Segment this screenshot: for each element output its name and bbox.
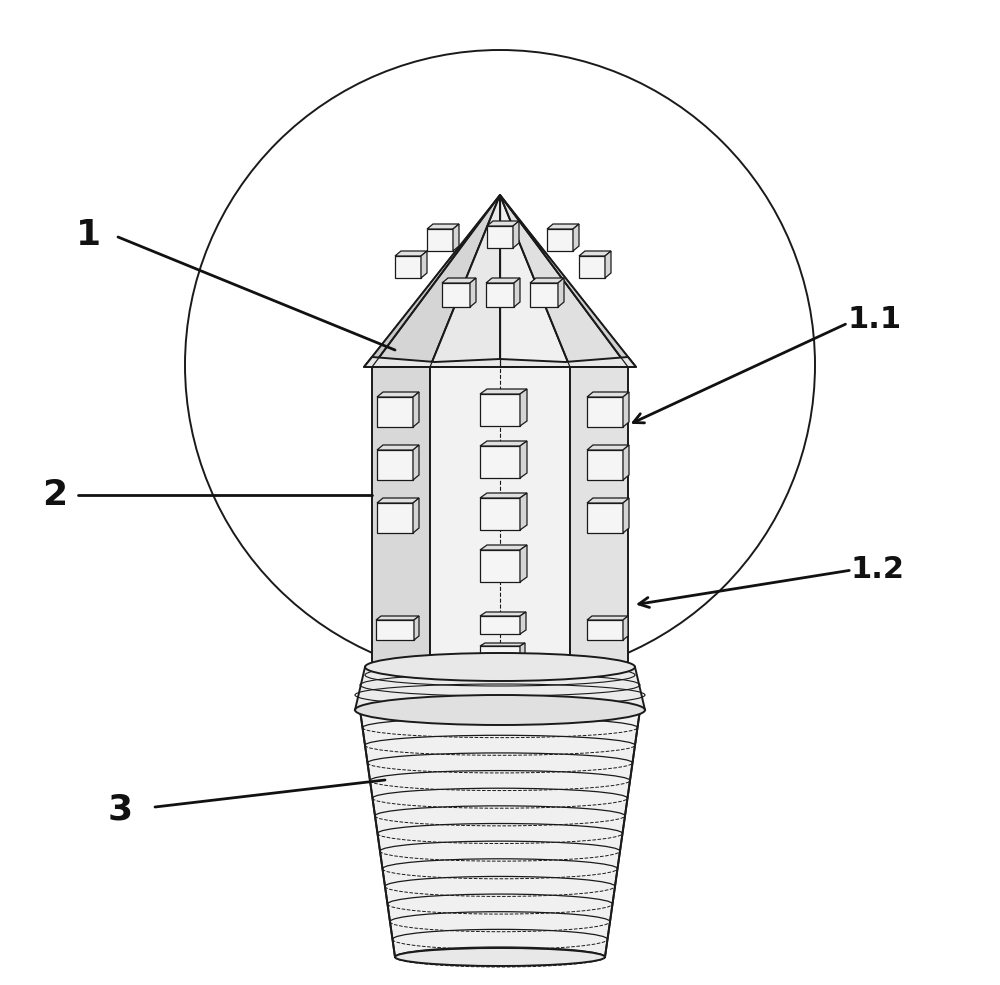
Polygon shape xyxy=(430,195,500,367)
Polygon shape xyxy=(377,392,419,397)
Polygon shape xyxy=(372,195,500,367)
Polygon shape xyxy=(500,195,636,367)
Polygon shape xyxy=(587,616,628,620)
Polygon shape xyxy=(480,550,520,582)
Polygon shape xyxy=(453,224,459,251)
Polygon shape xyxy=(513,221,519,248)
Polygon shape xyxy=(587,450,623,480)
Text: 1: 1 xyxy=(75,218,101,252)
Polygon shape xyxy=(372,367,430,667)
Polygon shape xyxy=(623,445,629,480)
Polygon shape xyxy=(480,646,520,660)
Polygon shape xyxy=(427,224,459,229)
Polygon shape xyxy=(520,612,526,634)
Polygon shape xyxy=(413,392,419,427)
Polygon shape xyxy=(377,397,413,427)
Polygon shape xyxy=(587,498,629,503)
Polygon shape xyxy=(430,367,570,667)
Polygon shape xyxy=(364,195,500,367)
Polygon shape xyxy=(587,445,629,450)
Polygon shape xyxy=(355,667,645,710)
Polygon shape xyxy=(377,503,413,533)
Polygon shape xyxy=(376,616,419,620)
Polygon shape xyxy=(480,643,525,646)
Polygon shape xyxy=(520,643,525,660)
Polygon shape xyxy=(376,620,414,640)
Polygon shape xyxy=(623,498,629,533)
Polygon shape xyxy=(414,616,419,640)
Polygon shape xyxy=(530,283,558,307)
Polygon shape xyxy=(480,545,527,550)
Polygon shape xyxy=(547,224,579,229)
Polygon shape xyxy=(623,616,628,640)
Polygon shape xyxy=(413,445,419,480)
Polygon shape xyxy=(520,441,527,478)
Polygon shape xyxy=(395,256,421,278)
Text: 2: 2 xyxy=(42,478,68,512)
Polygon shape xyxy=(486,278,520,283)
Polygon shape xyxy=(360,710,640,957)
Polygon shape xyxy=(487,221,519,226)
Polygon shape xyxy=(579,251,611,256)
Polygon shape xyxy=(514,278,520,307)
Polygon shape xyxy=(573,224,579,251)
Polygon shape xyxy=(547,229,573,251)
Polygon shape xyxy=(587,503,623,533)
Polygon shape xyxy=(377,445,419,450)
Polygon shape xyxy=(470,278,476,307)
Polygon shape xyxy=(442,283,470,307)
Polygon shape xyxy=(442,278,476,283)
Polygon shape xyxy=(421,251,427,278)
Polygon shape xyxy=(480,389,527,394)
Ellipse shape xyxy=(365,653,635,681)
Polygon shape xyxy=(587,392,629,397)
Polygon shape xyxy=(605,251,611,278)
Polygon shape xyxy=(487,226,513,248)
Polygon shape xyxy=(413,498,419,533)
Ellipse shape xyxy=(355,695,645,725)
Polygon shape xyxy=(480,446,520,478)
Polygon shape xyxy=(520,389,527,426)
Polygon shape xyxy=(623,392,629,427)
Polygon shape xyxy=(579,256,605,278)
Polygon shape xyxy=(377,450,413,480)
Polygon shape xyxy=(500,195,570,367)
Polygon shape xyxy=(558,278,564,307)
Text: 3: 3 xyxy=(107,793,133,827)
Polygon shape xyxy=(486,283,514,307)
Polygon shape xyxy=(480,612,526,616)
Polygon shape xyxy=(480,498,520,530)
Polygon shape xyxy=(480,441,527,446)
Polygon shape xyxy=(520,493,527,530)
Polygon shape xyxy=(530,278,564,283)
Text: 1.2: 1.2 xyxy=(851,556,905,584)
Polygon shape xyxy=(377,498,419,503)
Polygon shape xyxy=(520,545,527,582)
Polygon shape xyxy=(427,229,453,251)
Polygon shape xyxy=(587,397,623,427)
Polygon shape xyxy=(500,195,628,367)
Polygon shape xyxy=(587,620,623,640)
Ellipse shape xyxy=(395,948,605,966)
Polygon shape xyxy=(395,251,427,256)
Polygon shape xyxy=(570,367,628,667)
Polygon shape xyxy=(480,616,520,634)
Polygon shape xyxy=(364,357,636,367)
Polygon shape xyxy=(480,394,520,426)
Text: 1.1: 1.1 xyxy=(848,305,902,335)
Polygon shape xyxy=(480,493,527,498)
